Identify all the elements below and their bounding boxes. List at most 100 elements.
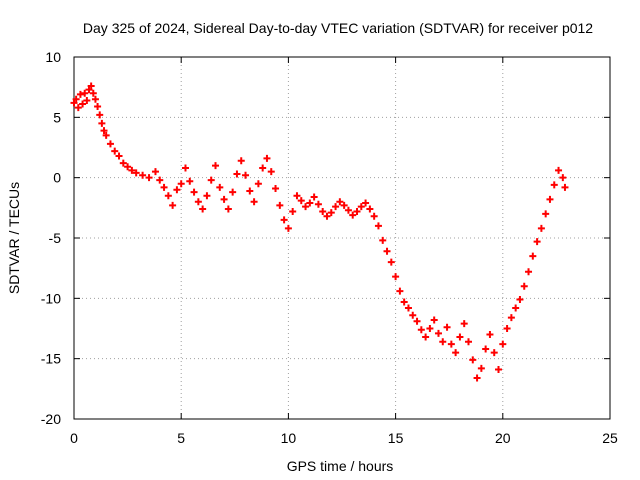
data-point <box>87 82 95 90</box>
data-point <box>89 89 97 97</box>
data-point <box>559 174 567 182</box>
data-point <box>237 157 245 165</box>
data-point <box>336 198 344 206</box>
data-point <box>280 216 288 224</box>
data-point <box>79 100 87 108</box>
axis-ticks <box>73 56 611 420</box>
data-point <box>203 192 211 200</box>
data-point <box>443 323 451 331</box>
data-point <box>181 164 189 172</box>
data-point <box>319 207 327 215</box>
data-point <box>173 186 181 194</box>
data-point <box>186 177 194 185</box>
data-point <box>366 205 374 213</box>
data-point <box>353 207 361 215</box>
chart-title: Day 325 of 2024, Sidereal Day-to-day VTE… <box>83 20 593 36</box>
data-point <box>555 166 563 174</box>
data-point <box>383 247 391 255</box>
grid-lines <box>74 57 610 419</box>
data-point <box>499 340 507 348</box>
data-point <box>284 224 292 232</box>
data-point <box>396 287 404 295</box>
data-point <box>85 86 93 94</box>
data-point <box>199 205 207 213</box>
data-point <box>194 198 202 206</box>
data-point <box>340 201 348 209</box>
data-point <box>91 95 99 103</box>
data-point <box>362 199 370 207</box>
data-point <box>456 333 464 341</box>
y-tick-label: 0 <box>53 170 61 186</box>
data-point <box>233 170 241 178</box>
data-point <box>254 180 262 188</box>
data-point <box>477 364 485 372</box>
data-point <box>224 205 232 213</box>
data-point <box>259 164 267 172</box>
data-point <box>327 209 335 217</box>
data-point <box>151 168 159 176</box>
tick-labels: 0 5 10 15 20 25 -20 -15 -10 -5 0 5 10 <box>41 49 618 446</box>
data-point <box>533 238 541 246</box>
data-point <box>212 162 220 170</box>
data-point <box>96 111 104 119</box>
data-point <box>302 203 310 211</box>
data-point <box>169 201 177 209</box>
data-point <box>561 183 569 191</box>
data-point <box>357 203 365 211</box>
data-point <box>102 131 110 139</box>
data-point <box>452 349 460 357</box>
data-point <box>422 333 430 341</box>
data-point <box>439 338 447 346</box>
data-point <box>119 159 127 167</box>
data-point <box>115 152 123 160</box>
data-point <box>542 210 550 218</box>
y-tick-label: -15 <box>41 351 61 367</box>
data-point <box>537 224 545 232</box>
data-point <box>128 166 136 174</box>
data-point <box>250 198 258 206</box>
y-tick-label: -5 <box>49 230 62 246</box>
data-point <box>267 168 275 176</box>
data-point <box>413 317 421 325</box>
data-point <box>272 185 280 193</box>
data-point <box>464 338 472 346</box>
data-point <box>246 187 254 195</box>
data-point <box>98 119 106 127</box>
data-point <box>124 163 132 171</box>
data-point <box>486 331 494 339</box>
x-tick-label: 10 <box>281 430 297 446</box>
data-point <box>374 222 382 230</box>
data-point <box>370 212 378 220</box>
data-point <box>503 325 511 332</box>
data-point <box>145 174 153 182</box>
data-point <box>111 147 119 155</box>
data-point <box>293 192 301 200</box>
x-tick-label: 0 <box>70 430 78 446</box>
data-point <box>512 304 520 312</box>
data-point <box>207 176 215 184</box>
data-point <box>220 195 228 203</box>
data-point <box>550 181 558 189</box>
y-tick-label: 5 <box>53 109 61 125</box>
data-point <box>156 176 164 184</box>
data-point <box>276 201 284 209</box>
data-point <box>76 90 84 98</box>
data-point <box>379 236 387 244</box>
data-point <box>289 207 297 215</box>
data-point <box>229 188 237 196</box>
x-tick-label: 5 <box>177 430 185 446</box>
data-point <box>404 304 412 312</box>
data-point <box>242 171 250 179</box>
data-point <box>447 340 455 348</box>
data-point <box>297 197 305 205</box>
data-point <box>139 171 147 179</box>
data-point <box>529 252 537 260</box>
data-point <box>332 203 340 211</box>
data-point <box>177 180 185 188</box>
data-point <box>70 99 78 107</box>
data-point <box>460 320 468 328</box>
data-point <box>74 104 82 112</box>
data-point <box>83 96 91 104</box>
x-tick-label: 15 <box>388 430 404 446</box>
data-point <box>323 212 331 220</box>
